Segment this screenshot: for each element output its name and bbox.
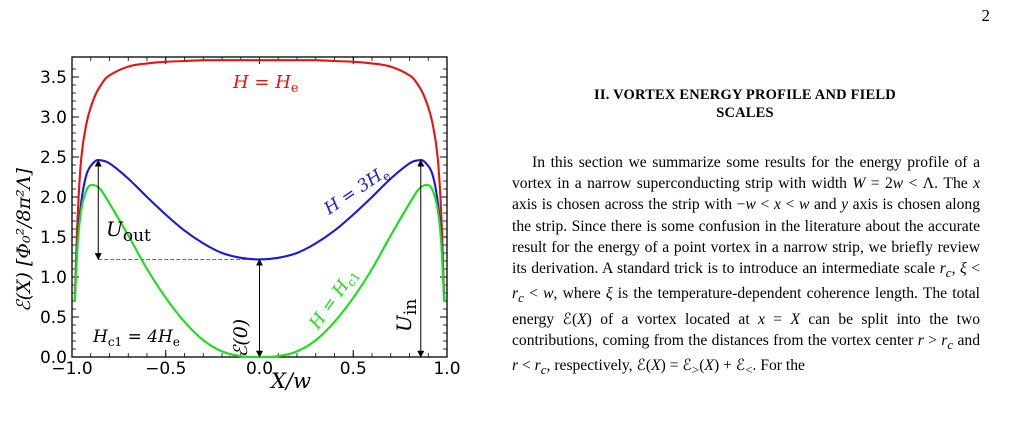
label-hc1-relation: Hc1 = 4He: [92, 327, 180, 349]
y-tick-label: 1.5: [40, 228, 67, 248]
y-tick-label: 2.5: [40, 148, 67, 168]
y-tick-label: 0.0: [40, 348, 67, 368]
y-axis-label: ℰ(X) [Φ₀²/8π²Λ]: [13, 167, 35, 311]
section-heading-line-1: II. VORTEX ENERGY PROFILE AND FIELD: [594, 87, 896, 103]
section-heading: II. VORTEX ENERGY PROFILE AND FIELD SCAL…: [510, 86, 980, 122]
x-tick-label: 0.5: [340, 359, 367, 379]
x-tick-label: −1.0: [51, 359, 92, 379]
label-u-out: Uout: [106, 217, 151, 246]
page-number: 2: [981, 6, 991, 25]
label-h-c1: H = Hc1: [305, 265, 363, 335]
label-h-e: H = He: [232, 72, 299, 96]
section-heading-line-2: SCALES: [716, 105, 774, 121]
x-axis-label: X/w: [269, 369, 311, 393]
series-line-h-e: [73, 59, 446, 302]
x-tick-label: −0.5: [145, 359, 186, 379]
x-tick-label: 1.0: [433, 359, 460, 379]
energy-profile-figure: −1.0 −0.5 0.0 0.5 1.0 0.0 0.5 1.0 1.5 2.0 2.5 3.0 3.…: [13, 56, 461, 393]
y-tick-label: 0.5: [40, 308, 67, 328]
y-tick-label: 2.0: [40, 188, 67, 208]
y-tick-label: 3.0: [40, 108, 67, 128]
y-tick-label: 3.5: [40, 68, 67, 88]
x-tick-label: 0.0: [246, 359, 273, 379]
label-e0: ℰ(0): [230, 319, 252, 357]
label-u-in: Uin: [392, 299, 421, 332]
body-paragraph: In this section we summarize some result…: [512, 154, 981, 378]
y-tick-label: 1.0: [40, 268, 67, 288]
